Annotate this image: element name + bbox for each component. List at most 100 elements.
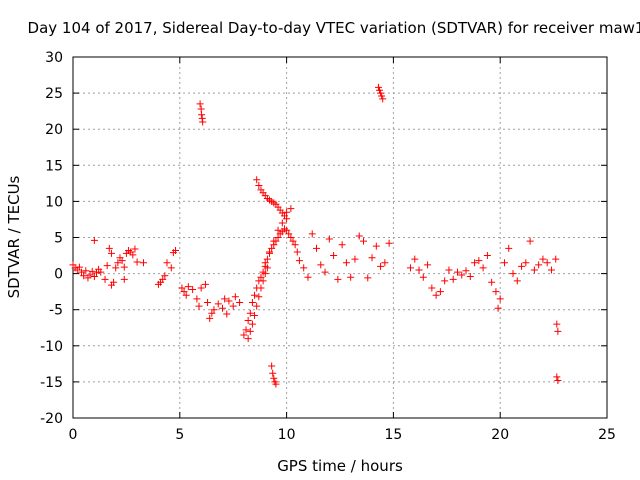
data-point: [268, 244, 276, 252]
data-point: [338, 241, 346, 249]
data-point: [189, 285, 197, 293]
data-point: [105, 244, 113, 252]
data-point: [248, 298, 256, 306]
data-point: [229, 302, 237, 310]
y-tick-label: -5: [49, 303, 63, 319]
series-cluster-d: [293, 230, 393, 283]
x-tick-label: 15: [384, 427, 402, 443]
data-point: [120, 275, 128, 283]
data-point: [471, 259, 479, 267]
data-point: [78, 268, 86, 276]
data-point: [92, 269, 100, 277]
series-descending-arc: [253, 176, 291, 223]
grid: [73, 57, 607, 418]
data-point: [261, 270, 269, 278]
data-point: [522, 259, 530, 267]
data-point: [368, 254, 376, 262]
data-point: [246, 309, 254, 317]
data-point: [492, 288, 500, 296]
data-point: [436, 288, 444, 296]
data-point: [196, 100, 204, 108]
data-point: [255, 182, 263, 190]
data-point: [221, 295, 229, 303]
data-point: [543, 259, 551, 267]
data-point: [90, 272, 98, 280]
data-point: [321, 268, 329, 276]
data-point: [552, 255, 560, 263]
data-point: [554, 327, 562, 335]
data-point: [80, 272, 88, 280]
data-point: [107, 249, 115, 257]
data-point: [201, 280, 209, 288]
y-tick-label: 15: [45, 158, 63, 174]
data-point: [159, 275, 167, 283]
data-point: [129, 251, 137, 259]
series-outlier-14h: [374, 83, 387, 103]
data-point: [483, 252, 491, 260]
data-point: [231, 293, 239, 301]
data-point: [266, 248, 274, 256]
data-point: [225, 297, 233, 305]
data-point: [269, 369, 277, 377]
data-point: [204, 298, 212, 306]
data-point: [359, 237, 367, 245]
data-point: [182, 291, 190, 299]
data-point: [197, 284, 205, 292]
y-tick-label: 10: [45, 194, 63, 210]
data-point: [554, 376, 562, 384]
data-point: [293, 248, 301, 256]
data-point: [272, 380, 280, 388]
data-point: [219, 304, 227, 312]
data-point: [304, 273, 312, 281]
data-point: [300, 264, 308, 272]
series-steep-branch: [244, 264, 271, 343]
data-point: [385, 239, 393, 247]
data-point: [372, 242, 380, 250]
data-point: [180, 288, 188, 296]
data-point: [118, 257, 126, 265]
data-point: [283, 208, 291, 216]
data-point: [236, 298, 244, 306]
y-tick-label: 5: [54, 231, 63, 247]
data-point: [526, 237, 534, 245]
data-point: [500, 259, 508, 267]
data-point: [475, 257, 483, 265]
data-point: [131, 245, 139, 253]
data-point: [274, 234, 282, 241]
data-point: [317, 261, 325, 269]
data-point: [351, 255, 359, 263]
data-point: [184, 283, 192, 291]
data-point: [163, 259, 171, 267]
series-outlier-22h: [553, 373, 562, 384]
data-point: [120, 263, 128, 271]
data-point: [103, 262, 111, 270]
data-point: [355, 232, 363, 240]
data-point: [198, 111, 206, 119]
data-point: [114, 259, 122, 267]
data-point: [518, 262, 526, 270]
x-tick-label: 5: [175, 427, 184, 443]
y-tick-label: -15: [40, 375, 63, 391]
data-point: [242, 326, 250, 334]
data-point: [428, 284, 436, 292]
chart-title: Day 104 of 2017, Sidereal Day-to-day VTE…: [28, 19, 640, 37]
data-point: [199, 118, 207, 126]
data-point: [210, 306, 218, 314]
data-point: [445, 266, 453, 274]
data-point: [342, 259, 350, 267]
data-point: [377, 89, 385, 97]
data-points: [69, 83, 562, 388]
x-tick-label: 20: [491, 427, 509, 443]
data-point: [530, 266, 538, 274]
data-point: [195, 302, 203, 310]
data-point: [488, 278, 496, 286]
data-point: [513, 277, 521, 285]
data-point: [509, 270, 517, 278]
data-point: [251, 291, 259, 299]
data-point: [553, 320, 561, 328]
data-point: [415, 266, 423, 274]
data-point: [97, 268, 105, 276]
data-point: [110, 278, 118, 286]
data-point: [479, 264, 487, 272]
